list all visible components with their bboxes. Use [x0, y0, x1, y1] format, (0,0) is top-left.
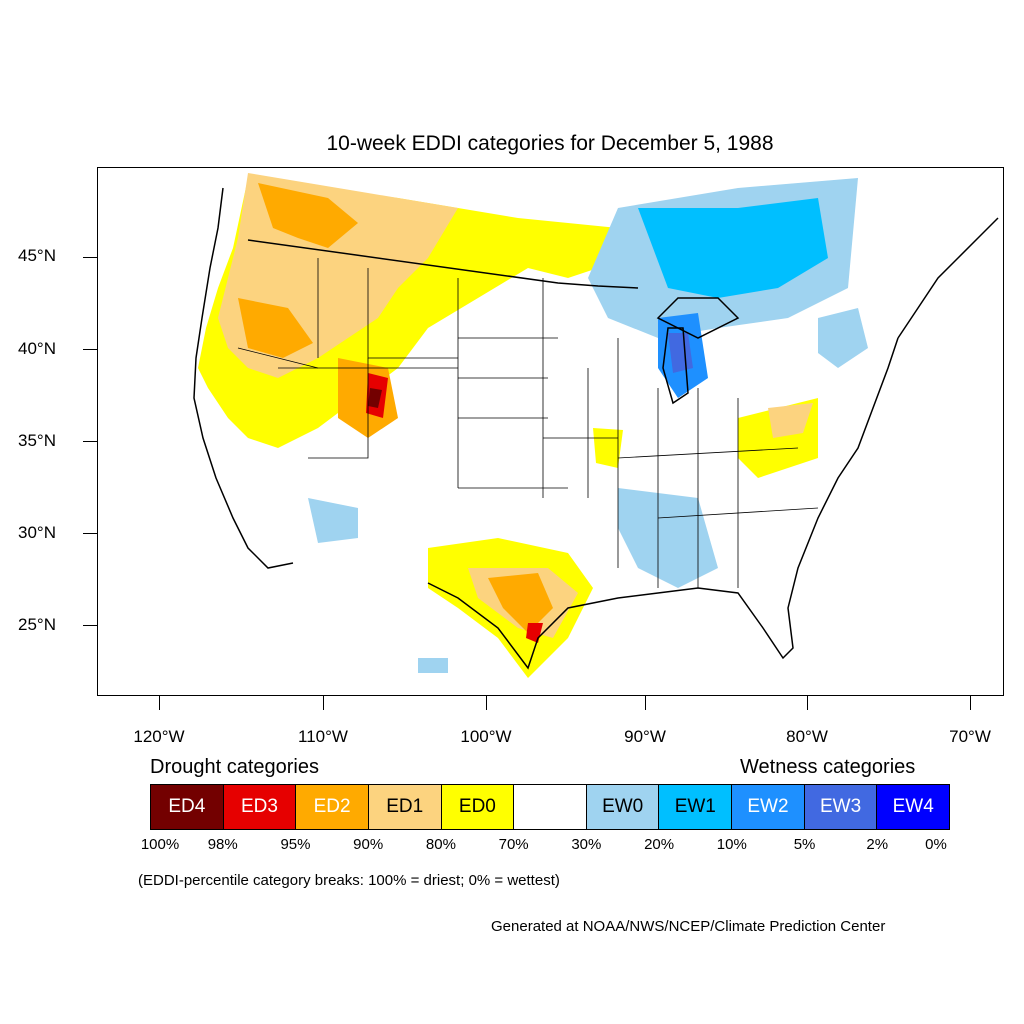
- legend-box-ew2: EW2: [732, 785, 805, 829]
- west-coastline: [193, 187, 294, 569]
- legend-box-ed2: ED2: [296, 785, 369, 829]
- map-panel: [97, 167, 1004, 696]
- lon-tick: [323, 696, 324, 710]
- percent-break-label: 80%: [425, 836, 456, 853]
- percent-break-label: 30%: [571, 836, 602, 853]
- legend-box-ew3: EW3: [804, 785, 878, 829]
- region-ew3-michigan: [668, 333, 693, 373]
- wetness-heading: Wetness categories: [740, 756, 916, 778]
- lat-label-35: 35°N: [18, 431, 56, 450]
- gulf-coastline: [427, 337, 899, 670]
- region-ed0-missouri: [593, 428, 623, 468]
- conus-map: [193, 173, 999, 678]
- lon-label-120: 120°W: [133, 727, 185, 746]
- region-ew0-newengland: [818, 308, 868, 368]
- region-ed2-northwest: [258, 183, 358, 248]
- lat-label-45: 45°N: [18, 246, 56, 265]
- percent-break-label: 20%: [644, 836, 675, 853]
- drought-regions: [198, 173, 818, 678]
- canada-border: [247, 239, 639, 289]
- region-ew0-southeast: [618, 488, 718, 588]
- great-lakes-outline: [656, 297, 740, 339]
- lat-tick: [83, 257, 97, 258]
- lat-tick: [83, 533, 97, 534]
- percent-break-label: 0%: [925, 836, 947, 853]
- region-ed2-texas: [488, 573, 553, 633]
- region-ew0-mexico: [418, 658, 448, 673]
- percent-break-label: 10%: [716, 836, 747, 853]
- lon-label-70: 70°W: [949, 727, 991, 746]
- region-ed2-idaho: [238, 298, 313, 358]
- state-lines: [237, 258, 819, 588]
- credit-line: Generated at NOAA/NWS/NCEP/Climate Predi…: [491, 918, 886, 935]
- lon-label-80: 80°W: [786, 727, 828, 746]
- map-title: 10-week EDDI categories for December 5, …: [326, 132, 774, 155]
- region-ed1-midatlantic: [768, 403, 813, 438]
- legend-box-neutral: [514, 785, 587, 829]
- legend-box-ed1: ED1: [368, 785, 442, 829]
- lon-tick: [159, 696, 160, 710]
- legend-box-ew0: EW0: [586, 785, 660, 829]
- percent-break-label: 5%: [793, 836, 816, 853]
- percent-break-label: 98%: [207, 836, 238, 853]
- lon-tick: [486, 696, 487, 710]
- legend-box-ew4: EW4: [877, 785, 950, 829]
- lon-label-90: 90°W: [624, 727, 666, 746]
- percent-break-label: 2%: [866, 836, 889, 853]
- percent-break-label: 100%: [140, 836, 180, 853]
- percent-break-label: 70%: [498, 836, 529, 853]
- wetness-regions: [308, 178, 868, 673]
- lat-label-40: 40°N: [18, 339, 56, 358]
- lake-michigan: [662, 327, 689, 405]
- percent-break-label: 95%: [280, 836, 311, 853]
- category-note: (EDDI-percentile category breaks: 100% =…: [138, 872, 560, 889]
- lon-tick: [645, 696, 646, 710]
- percent-break-label: 90%: [353, 836, 384, 853]
- lat-tick: [83, 625, 97, 626]
- lon-tick: [970, 696, 971, 710]
- legend-colorbar: ED4 ED3 ED2 ED1 ED0 EW0 EW1 EW2 EW3 EW4: [150, 784, 950, 830]
- lat-tick: [83, 441, 97, 442]
- drought-heading: Drought categories: [150, 756, 319, 778]
- lat-label-30: 30°N: [18, 523, 56, 542]
- lon-label-110: 110°W: [298, 727, 348, 746]
- lon-tick: [807, 696, 808, 710]
- legend-box-ed0: ED0: [441, 785, 515, 829]
- lat-tick: [83, 349, 97, 350]
- lon-label-100: 100°W: [460, 727, 512, 746]
- region-ew1-greatlakes: [638, 198, 828, 298]
- region-ew0-southwest: [308, 498, 358, 543]
- east-coastline: [897, 217, 999, 339]
- lat-label-25: 25°N: [18, 615, 56, 634]
- legend-box-ew1: EW1: [659, 785, 733, 829]
- region-ed4-wyoming: [368, 388, 382, 408]
- legend-box-ed4: ED4: [151, 785, 224, 829]
- boundaries: [193, 187, 999, 670]
- legend-box-ed3: ED3: [223, 785, 297, 829]
